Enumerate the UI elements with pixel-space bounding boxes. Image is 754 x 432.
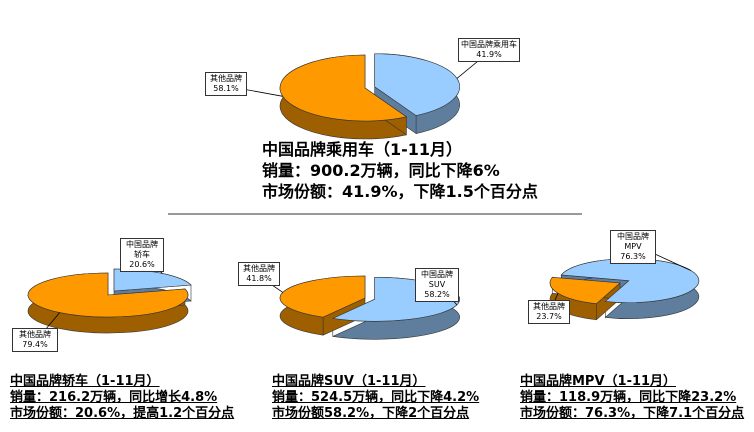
slice-value: 76.3% [620, 252, 646, 261]
slice-label: 其他品牌 79.4% [12, 328, 58, 352]
slice-category: 中国品牌MPV [617, 232, 649, 251]
slice-label: 其他品牌 58.1% [205, 72, 247, 96]
slice-category: 中国品牌乘用车 [461, 40, 517, 49]
slice-category: 中国品牌SUV [421, 270, 453, 289]
slice-label: 中国品牌MPV 76.3% [610, 230, 656, 264]
caption-title: 中国品牌轿车（1-11月） [10, 374, 160, 389]
slice-value: 41.9% [476, 50, 502, 59]
caption-line: 销量：900.2万辆，同比下降6% [262, 161, 500, 180]
slice-value: 41.8% [246, 274, 272, 283]
slice-category: 其他品牌 [19, 330, 51, 339]
pie-slice [279, 54, 408, 122]
slice-label: 其他品牌 41.8% [238, 262, 280, 286]
caption-line: 销量：118.9万辆，同比下降23.2% [520, 390, 737, 405]
caption-title: 中国品牌SUV（1-11月） [272, 374, 426, 389]
caption-line: 销量：524.5万辆，同比下降4.2% [272, 390, 480, 405]
caption-line: 销量：216.2万辆，同比增长4.8% [10, 390, 218, 405]
slice-label: 中国品牌SUV 58.2% [415, 268, 459, 302]
slice-category: 中国品牌轿车 [126, 240, 158, 259]
slice-label: 其他品牌 23.7% [528, 300, 570, 324]
caption-line: 市场份额58.2%，下降2个百分点 [272, 406, 470, 421]
caption-title: 中国品牌乘用车（1-11月） [262, 140, 463, 159]
slice-value: 20.6% [129, 260, 155, 269]
slice-value: 23.7% [536, 312, 562, 321]
caption-line: 市场份额：20.6%，提高1.2个百分点 [10, 406, 235, 421]
slice-category: 其他品牌 [243, 264, 275, 273]
slice-label: 中国品牌轿车 20.6% [120, 238, 164, 272]
pie-slice [374, 53, 460, 116]
pie-slice [279, 275, 366, 318]
caption-line: 市场份额：76.3%，下降7.1个百分点 [520, 406, 745, 421]
slice-category: 其他品牌 [210, 74, 242, 83]
pie-slice [549, 276, 621, 305]
caption-title: 中国品牌MPV（1-11月） [520, 374, 677, 389]
slice-value: 58.1% [213, 84, 239, 93]
pie-slice [113, 268, 192, 292]
slice-value: 79.4% [22, 340, 48, 349]
caption-line: 市场份额：41.9%，下降1.5个百分点 [262, 182, 538, 201]
slice-label: 中国品牌乘用车 41.9% [458, 38, 520, 62]
slice-value: 58.2% [424, 290, 450, 299]
slice-category: 其他品牌 [533, 302, 565, 311]
